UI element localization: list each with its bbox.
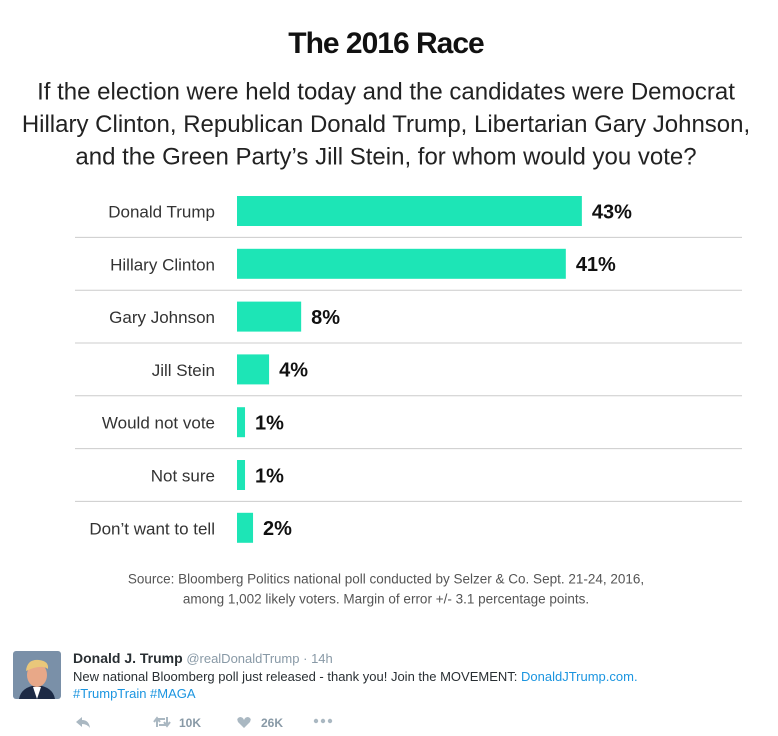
reply-button[interactable] xyxy=(75,715,91,729)
category-label: Gary Johnson xyxy=(109,308,215,327)
bar xyxy=(237,407,246,438)
tweet-handle[interactable]: @realDonaldTrump xyxy=(186,651,300,666)
like-button[interactable] xyxy=(236,715,252,729)
chart-subtitle: If the election were held today and the … xyxy=(37,78,735,105)
tweet-time[interactable]: 14h xyxy=(311,651,333,666)
more-button[interactable] xyxy=(313,718,333,724)
like-count: 26K xyxy=(261,716,284,730)
tweet-header: Donald J. Trump @realDonaldTrump · 14h xyxy=(73,650,333,666)
bar xyxy=(237,354,270,385)
chart: The 2016 Race If the election were held … xyxy=(22,27,750,607)
value-label: 4% xyxy=(279,360,308,382)
chart-subtitle: Hillary Clinton, Republican Donald Trump… xyxy=(22,111,750,138)
tweet-actions: 10K 26K xyxy=(73,713,373,733)
category-label: Would not vote xyxy=(102,414,215,433)
retweet-count: 10K xyxy=(179,716,202,730)
tweet-link[interactable]: DonaldJTrump.com. xyxy=(521,669,638,684)
category-label: Jill Stein xyxy=(152,361,215,380)
category-label: Don’t want to tell xyxy=(89,519,215,538)
value-label: 2% xyxy=(263,518,292,540)
avatar[interactable] xyxy=(13,651,61,699)
chart-subtitle: and the Green Party’s Jill Stein, for wh… xyxy=(75,143,696,170)
tweet-author[interactable]: Donald J. Trump xyxy=(73,650,183,666)
bar xyxy=(237,301,302,332)
chart-title: The 2016 Race xyxy=(288,27,484,60)
bar xyxy=(237,460,246,490)
bar xyxy=(237,512,254,543)
tweet-text: New national Bloomberg poll just release… xyxy=(73,668,713,702)
value-label: 1% xyxy=(255,412,284,434)
tweet-hashtags[interactable]: #TrumpTrain #MAGA xyxy=(73,686,196,701)
bar xyxy=(237,196,582,226)
source-note: among 1,002 likely voters. Margin of err… xyxy=(183,592,589,607)
value-label: 8% xyxy=(311,307,340,329)
value-label: 41% xyxy=(576,254,616,276)
category-label: Hillary Clinton xyxy=(110,255,215,274)
bar xyxy=(237,248,566,279)
category-label: Not sure xyxy=(151,466,215,485)
value-label: 43% xyxy=(592,201,632,223)
retweet-button[interactable] xyxy=(153,715,171,729)
value-label: 1% xyxy=(255,465,284,487)
category-label: Donald Trump xyxy=(108,202,215,221)
tweet-body: New national Bloomberg poll just release… xyxy=(73,669,518,684)
source-note: Source: Bloomberg Politics national poll… xyxy=(128,572,644,587)
